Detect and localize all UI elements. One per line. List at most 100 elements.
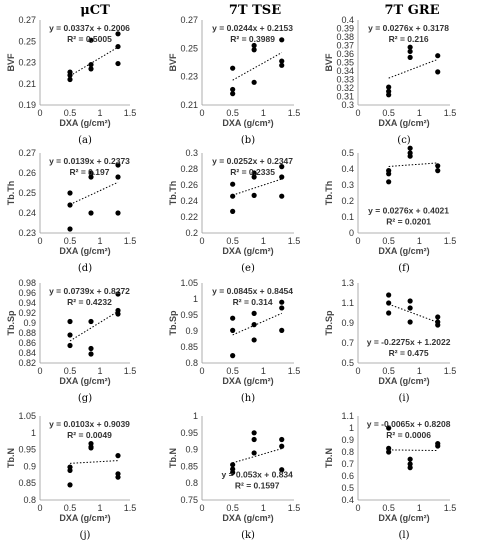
x-tick-label: 0 (199, 236, 204, 246)
data-point (88, 318, 94, 325)
data-point (230, 91, 236, 97)
data-point (435, 168, 441, 174)
y-tick-label: 0.9 (341, 318, 354, 328)
x-tick-label: 1 (261, 108, 266, 118)
x-tick-label: 1 (97, 366, 102, 376)
trend-line (69, 310, 119, 342)
y-tick-label: 0.88 (18, 328, 36, 338)
y-tick-label: 0.24 (18, 208, 36, 218)
r-squared-label: R² = 0.314 (233, 297, 273, 307)
x-tick-label: 1.5 (124, 503, 137, 513)
y-tick-label: 0.27 (18, 15, 36, 25)
data-point (88, 66, 94, 72)
x-tick-label: 0.5 (382, 108, 395, 118)
y-tick-label: 0.7 (341, 459, 354, 469)
panel-f: 0 0.1 0.2 0.3 0.4 0.5 0 0.5 1 1.5 DXA (g/cm²) Tb.Th… (324, 145, 457, 274)
data-point (407, 145, 413, 151)
column-title-7t-tse: 7T TSE (229, 3, 281, 18)
data-point (279, 467, 285, 473)
y-tick-label: 0.2 (185, 228, 198, 238)
y-tick-label: 0.95 (180, 428, 198, 438)
x-tick-label: 0 (199, 366, 204, 376)
r-squared-label: R² = 0.2335 (230, 167, 275, 177)
data-point (279, 37, 285, 43)
y-tick-label: 0.21 (18, 79, 36, 89)
x-tick-label: 1.5 (444, 236, 457, 246)
data-point (230, 315, 236, 321)
x-tick-label: 0.5 (226, 108, 239, 118)
y-tick-label: 0.39 (336, 24, 354, 34)
data-point (67, 482, 73, 488)
panel-label: (h) (241, 393, 255, 404)
panel-h: 0.8 0.85 0.9 0.95 1 1.05 0 0.5 1 1.5 DXA (g/cm²) Tb… (168, 278, 300, 404)
x-tick-label: 1.5 (288, 366, 301, 376)
data-point (115, 43, 121, 50)
panel-d: 0.23 0.24 0.25 0.26 0.27 0 0.5 1 1.5 DXA (g/cm²) T… (6, 148, 136, 274)
x-tick-label: 0 (355, 366, 360, 376)
data-point (279, 193, 285, 199)
panel-a: 0.19 0.21 0.23 0.25 0.27 0 0.5 1 1.5 DXA (g/cm²) B… (6, 15, 136, 146)
r-squared-label: R² = 0.4232 (67, 297, 112, 307)
y-axis-label: Tb.N (6, 448, 16, 468)
panel-b: 0.21 0.23 0.25 0.27 0 0.5 1 1.5 DXA (g/cm²) BVF y … (168, 15, 300, 146)
panel-label: (a) (78, 135, 92, 146)
x-tick-label: 0 (199, 503, 204, 513)
y-tick-label: 1 (193, 411, 198, 421)
data-point (386, 310, 392, 316)
y-tick-label: 0.26 (18, 168, 36, 178)
trend-line (232, 178, 282, 196)
x-tick-label: 0.5 (226, 236, 239, 246)
y-axis-label: Tb.Sp (168, 310, 178, 335)
y-tick-label: 0.33 (336, 75, 354, 85)
trend-line (232, 312, 282, 336)
x-tick-label: 1.5 (288, 236, 301, 246)
regression-equation: y = 0.0244x + 0.2153 (212, 23, 293, 33)
data-point (115, 174, 121, 180)
x-tick-label: 1 (417, 236, 422, 246)
x-tick-label: 1.5 (124, 108, 137, 118)
x-tick-label: 1 (97, 108, 102, 118)
data-point (407, 54, 413, 61)
data-point (115, 210, 121, 216)
y-tick-label: 1 (349, 423, 354, 433)
data-point (88, 445, 94, 451)
data-point (386, 92, 392, 98)
y-tick-label: 0.6 (341, 471, 354, 481)
regression-equation: y = 0.0252x + 0.2347 (212, 156, 293, 166)
x-axis-label: DXA (g/cm²) (222, 376, 273, 386)
regression-equation: y = 0.0337x + 0.2006 (49, 23, 130, 33)
y-tick-label: 0.96 (18, 288, 36, 298)
y-tick-label: 0.38 (336, 32, 354, 42)
x-axis-label: DXA (g/cm²) (59, 246, 110, 256)
data-point (435, 314, 441, 320)
x-tick-label: 0 (37, 503, 42, 513)
x-axis-label: DXA (g/cm²) (378, 118, 429, 128)
r-squared-label: R² = 0.5005 (67, 34, 112, 44)
data-point (279, 305, 285, 311)
r-squared-label: R² = 0.216 (389, 34, 429, 44)
data-point (88, 174, 94, 180)
data-point (386, 84, 392, 90)
data-point (435, 322, 441, 328)
x-tick-label: 1 (417, 366, 422, 376)
r-squared-label: R² = 0.197 (70, 167, 110, 177)
data-point (407, 305, 413, 311)
data-point (386, 300, 392, 306)
y-tick-label: 0.4 (341, 495, 354, 505)
r-squared-label: R² = 0.0201 (386, 216, 431, 226)
x-tick-label: 0 (199, 108, 204, 118)
data-point (251, 310, 257, 316)
x-tick-label: 0 (355, 236, 360, 246)
regression-equation: y = 0.0139x + 0.2373 (49, 156, 130, 166)
data-point (435, 443, 441, 449)
x-tick-label: 1 (261, 236, 266, 246)
y-axis-label: BVF (324, 53, 334, 72)
y-tick-label: 0.9 (185, 326, 198, 336)
x-tick-label: 0.5 (226, 503, 239, 513)
regression-equation: y = 0.0739x + 0.8272 (49, 286, 130, 296)
x-axis-label: DXA (g/cm²) (378, 246, 429, 256)
data-point (407, 456, 413, 462)
